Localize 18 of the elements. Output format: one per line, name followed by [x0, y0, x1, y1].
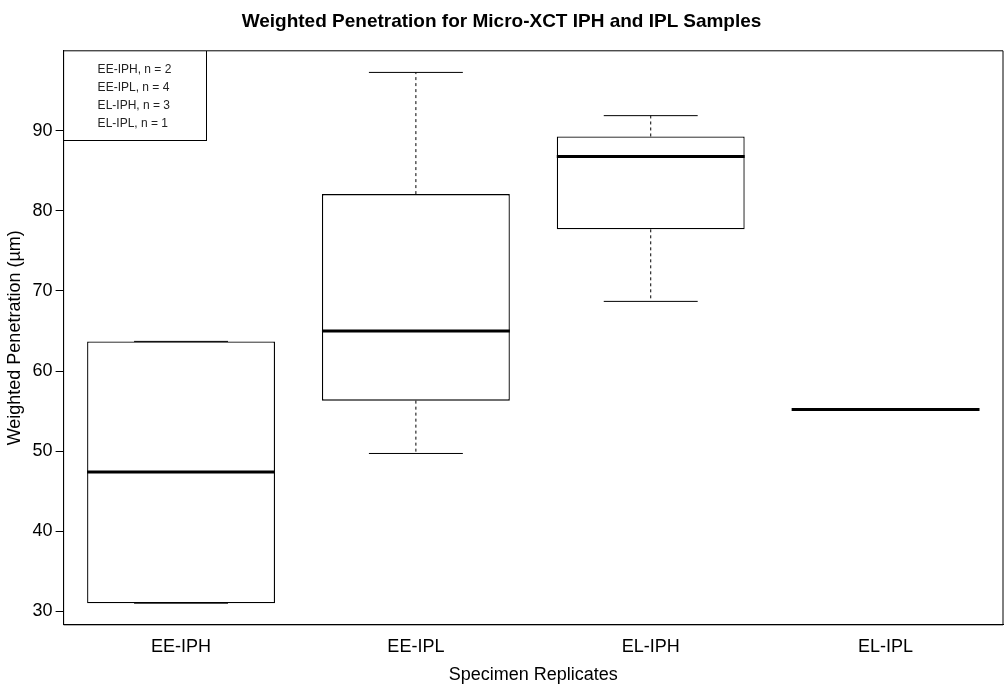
x-axis-title: Specimen Replicates	[448, 664, 618, 685]
x-tick-label: EE-IPH	[151, 635, 212, 656]
annotation: EL-IPH, n = 3	[97, 98, 171, 113]
annotation: EE-IPH, n = 2	[97, 62, 172, 77]
y-tick-label: 30	[32, 600, 53, 621]
chart-title: Weighted Penetration for Micro-XCT IPH and IPL Samples	[241, 9, 762, 31]
y-tick-label: 40	[32, 520, 53, 541]
x-tick-label: EE-IPL	[387, 635, 445, 656]
y-axis-title: Weighted Penetration (µm)	[3, 230, 24, 446]
x-tick-label: EL-IPL	[858, 635, 914, 656]
annotation: EL-IPL, n = 1	[97, 116, 169, 131]
x-tick-label: EL-IPH	[621, 635, 680, 656]
y-tick-label: 90	[32, 119, 53, 140]
y-tick-label: 70	[32, 279, 53, 300]
y-tick-label: 80	[32, 199, 53, 220]
y-tick-label: 50	[32, 440, 53, 461]
annotation: EE-IPL, n = 4	[97, 80, 170, 95]
y-tick-label: 60	[32, 359, 53, 380]
